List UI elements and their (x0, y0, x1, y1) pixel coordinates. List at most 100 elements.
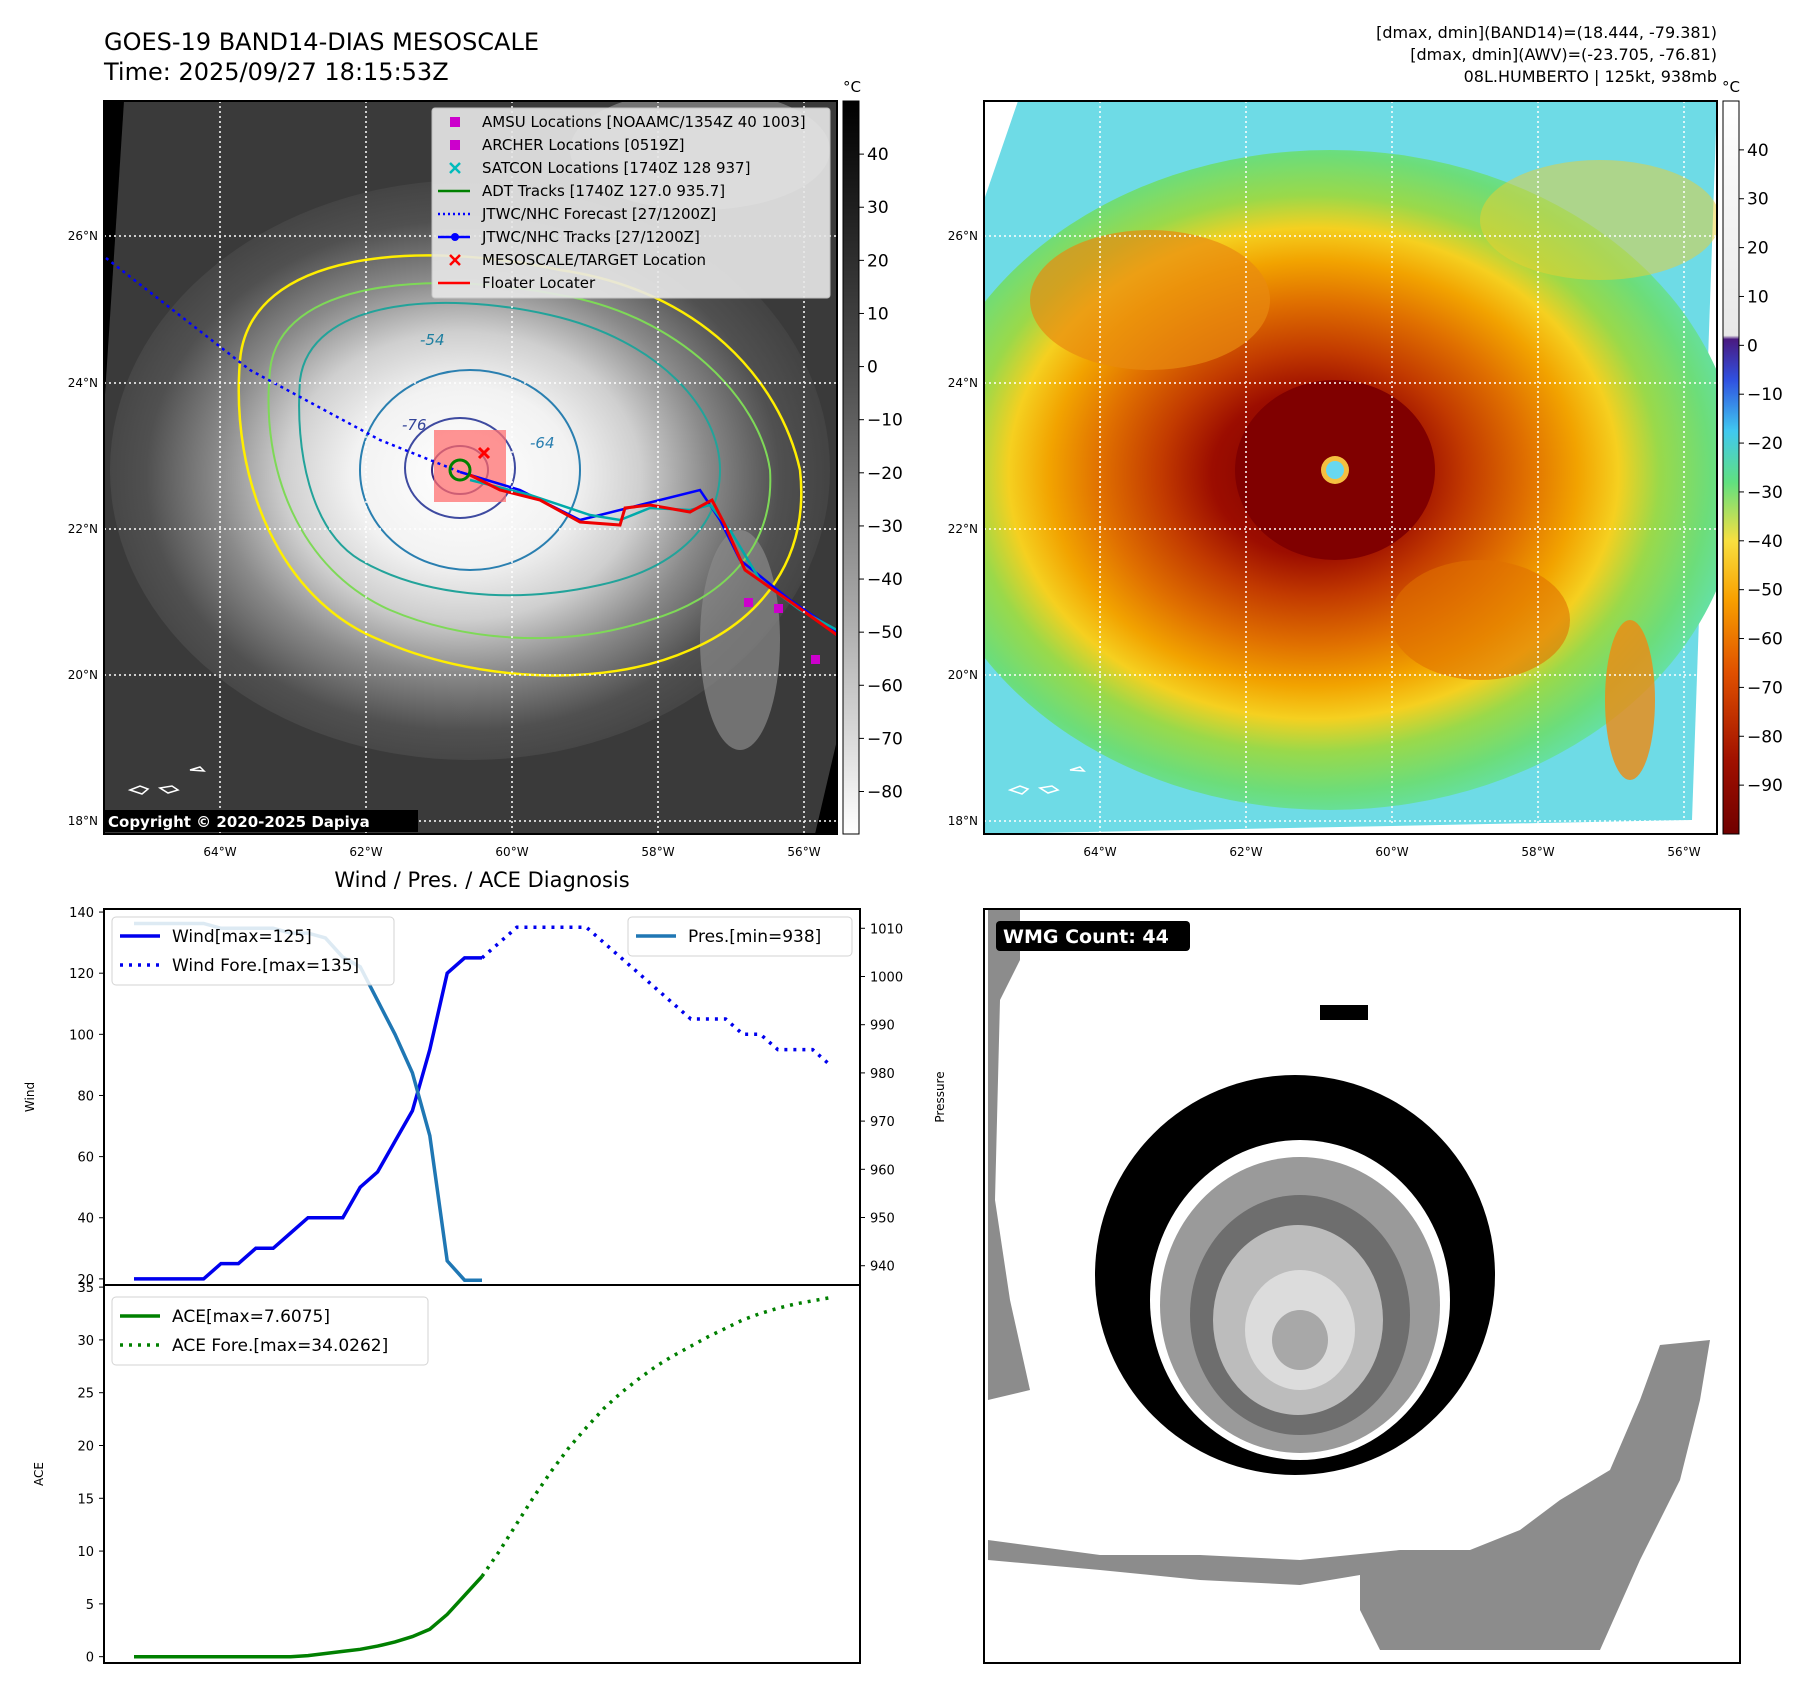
colorbar-tick-label: −80 (867, 783, 903, 803)
y-tick-label: 20 (77, 1439, 94, 1454)
ace-chart: ACE 0 5 10 15 20 25 30 35 ACE[max=7.6075] ACE For… (32, 1281, 861, 1666)
chart-legend-label: ACE Fore.[max=34.0262] (172, 1336, 388, 1356)
series-line-1 (480, 925, 832, 1067)
lon-tick-label: 56°W (1667, 845, 1700, 859)
colorbar-tick-label: −30 (1747, 483, 1783, 503)
target-marker (477, 446, 491, 460)
archer-marker (774, 604, 783, 613)
wmg-band-south (988, 1340, 1710, 1650)
y2-tick-label: 980 (870, 1067, 895, 1082)
right-map-frame (983, 100, 1718, 835)
chart-legend-box (111, 1296, 429, 1366)
wmg-count-label: WMG Count: 44 (1003, 926, 1169, 948)
y-tick-label: 40 (77, 1212, 94, 1227)
legend-label: Floater Locater (482, 274, 596, 292)
left-map-panel: -54 -76 -64 26°N 24°N 22°N 20°N 18°N 64°W 62°W… (68, 78, 903, 859)
y-tick-label: 15 (77, 1492, 94, 1507)
lat-tick-label: 18°N (68, 814, 98, 828)
colorbar-tick-label: −70 (867, 729, 903, 749)
lat-tick-label: 20°N (948, 668, 978, 682)
colorbar-tick-label: −50 (1747, 581, 1783, 601)
wmg-band-west (988, 909, 1030, 1400)
chart-legend-box (627, 916, 853, 957)
y2-tick-label: 990 (870, 1019, 895, 1034)
colorbar-tick-label: 20 (1747, 239, 1769, 259)
y-tick-label: 20 (77, 1273, 94, 1288)
left-map-frame (103, 100, 838, 835)
lon-tick-label: 62°W (1229, 845, 1262, 859)
lon-tick-label: 58°W (641, 845, 674, 859)
legend-marker (449, 162, 461, 174)
lat-tick-label: 26°N (68, 229, 98, 243)
y2-tick-label: 1000 (870, 970, 903, 985)
right-map-cloud-se (1390, 560, 1570, 680)
y-tick-label: 120 (69, 967, 94, 982)
colorbar-tick-label: −20 (867, 464, 903, 484)
storm-info: 08L.HUMBERTO | 125kt, 938mb (1464, 67, 1717, 86)
y2-tick-label: 940 (870, 1260, 895, 1275)
lon-tick-label: 64°W (203, 845, 236, 859)
legend-label: ADT Tracks [1740Z 127.0 935.7] (482, 182, 725, 200)
chart-legend-label: Pres.[min=938] (688, 927, 821, 947)
left-map-gridlines: 26°N 24°N 22°N 20°N 18°N 64°W 62°W 60°W 58°W 56°W (68, 101, 837, 859)
y-tick-label: 100 (69, 1028, 94, 1043)
lat-tick-label: 18°N (948, 814, 978, 828)
chart-legend-box (111, 916, 395, 986)
y2-tick-label: 970 (870, 1115, 895, 1130)
wind-axis-label: Wind (23, 1082, 37, 1112)
y-tick-label: 25 (77, 1387, 94, 1402)
colorbar-tick-label: −40 (1747, 532, 1783, 552)
stats-band14: [dmax, dmin](BAND14)=(18.444, -79.381) (1376, 23, 1717, 42)
left-colorbar-ticks: 40 30 20 10 0 −10 −20 −30 −40 −50 −60 −70 −80 (859, 145, 903, 803)
colorbar-tick-label: 30 (1747, 190, 1769, 210)
colorbar-tick-label: 0 (867, 358, 878, 378)
y2-tick-label: 950 (870, 1212, 895, 1227)
wmg-panel: WMG Count: 44 (983, 908, 1741, 1664)
colorbar-tick-label: −30 (867, 517, 903, 537)
colorbar-tick-label: −50 (867, 623, 903, 643)
right-map-gridlines: 26°N 24°N 22°N 20°N 18°N 64°W 62°W 60°W 58°W 56°W (948, 101, 1717, 859)
legend-label: ARCHER Locations [0519Z] (482, 136, 685, 154)
chart-legend-label: Wind Fore.[max=135] (172, 956, 359, 976)
right-map-cloud-nw (1030, 230, 1270, 370)
right-colorbar-unit: °C (1722, 78, 1740, 96)
colorbar-tick-label: −90 (1747, 776, 1783, 796)
lat-tick-label: 24°N (68, 376, 98, 390)
y-tick-label: 30 (77, 1334, 94, 1349)
series-line-0 (134, 956, 482, 1281)
y-tick-label: 60 (77, 1151, 94, 1166)
y2-tick-label: 1010 (870, 922, 903, 937)
right-colorbar (1722, 100, 1740, 835)
lon-tick-label: 60°W (1375, 845, 1408, 859)
contour-teal (298, 301, 722, 597)
colorbar-tick-label: −10 (1747, 385, 1783, 405)
legend-label: AMSU Locations [NOAAMC/1354Z 40 1003] (482, 113, 806, 131)
colorbar-tick-label: 10 (1747, 287, 1769, 307)
lon-tick-label: 64°W (1083, 845, 1116, 859)
lon-tick-label: 56°W (787, 845, 820, 859)
colorbar-tick-label: −70 (1747, 678, 1783, 698)
legend-marker (438, 233, 470, 241)
copyright-bg (104, 810, 418, 832)
lat-tick-label: 22°N (948, 522, 978, 536)
figure-time: Time: 2025/09/27 18:15:53Z (103, 58, 449, 86)
legend-marker (450, 117, 460, 127)
colorbar-tick-label: −80 (1747, 727, 1783, 747)
legend-label: JTWC/NHC Forecast [27/1200Z] (481, 205, 716, 223)
series-line-0 (134, 1575, 484, 1659)
y-tick-label: 5 (86, 1598, 94, 1613)
y-tick-label: 10 (77, 1545, 94, 1560)
diagnosis-title: Wind / Pres. / ACE Diagnosis (334, 868, 629, 892)
y-tick-label: 35 (77, 1281, 94, 1296)
colorbar-tick-label: −60 (867, 676, 903, 696)
colorbar-tick-label: −40 (867, 570, 903, 590)
wmg-eye-core (1272, 1310, 1328, 1370)
colorbar-tick-label: 20 (867, 251, 889, 271)
y2-tick-label: 960 (870, 1163, 895, 1178)
lat-tick-label: 24°N (948, 376, 978, 390)
left-map-nodata-west (104, 101, 124, 410)
lon-tick-label: 60°W (495, 845, 528, 859)
colorbar-tick-label: −60 (1747, 630, 1783, 650)
wmg-frame (983, 908, 1741, 1664)
